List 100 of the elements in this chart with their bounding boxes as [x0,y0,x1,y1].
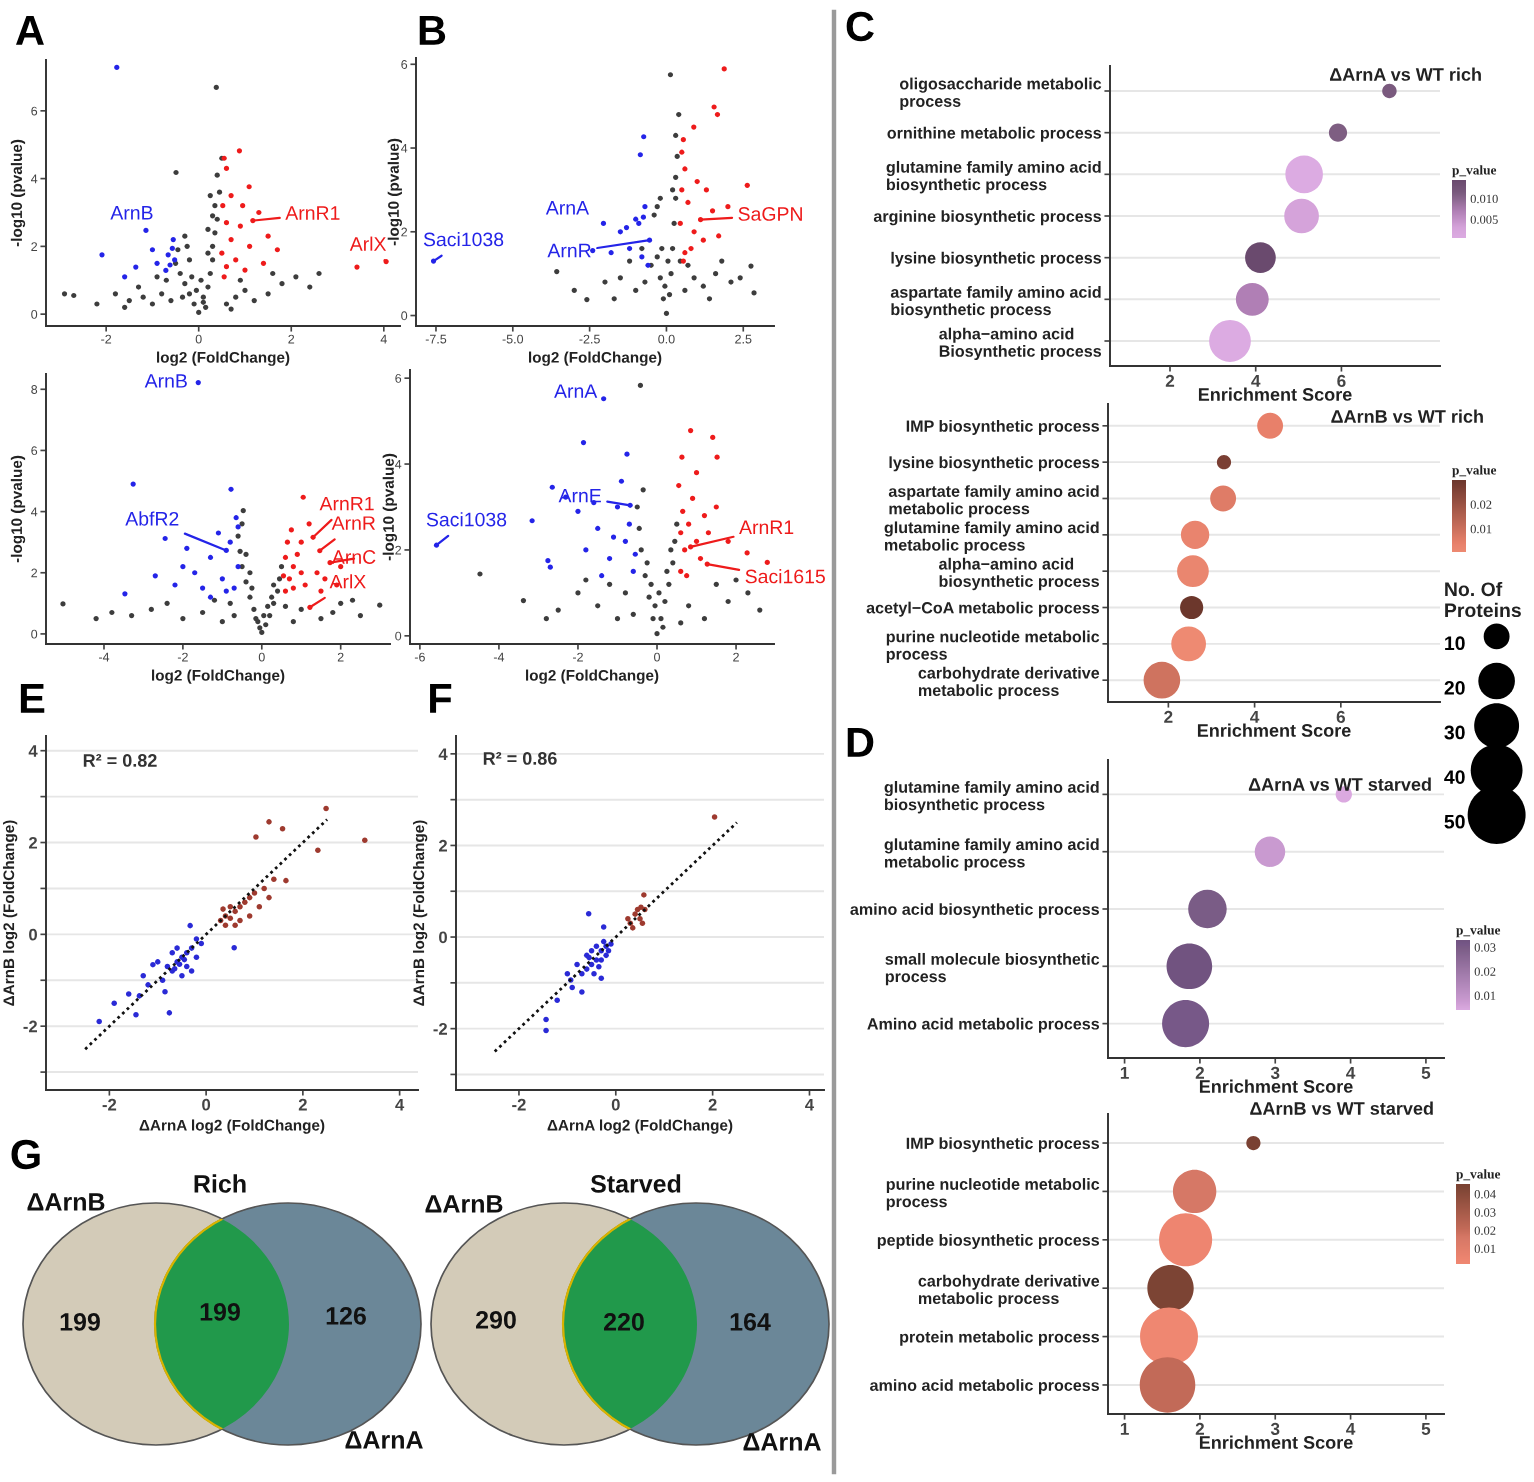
annotation: AbfR2 [125,511,179,526]
point [637,915,643,922]
point [630,568,636,575]
point [575,590,581,596]
y-tick-label: amino acid biosynthetic process [850,903,1100,919]
point [165,252,171,258]
point [584,297,590,303]
point [583,577,589,583]
point [641,134,647,140]
point [737,275,743,281]
category-label: ΔArnB [27,1193,105,1211]
point [207,192,213,199]
point [656,590,662,596]
point [71,292,77,299]
point [670,560,676,566]
point [626,258,633,264]
point [598,957,605,963]
point [745,590,751,596]
x-tick-label: 3 [1270,1066,1280,1080]
text: E [20,684,45,713]
annotation: ArnA [545,201,590,215]
point [477,571,483,577]
x-tick-label: 4 [805,1098,815,1111]
point [641,892,647,898]
point [154,959,161,965]
point [614,504,621,510]
point [140,294,146,300]
point [175,247,181,253]
point [228,306,234,312]
point [207,554,214,561]
x-tick-label: 4 [1251,374,1261,387]
point [636,220,642,226]
point [574,961,580,968]
point [109,609,115,616]
point [114,64,120,71]
point [633,287,639,293]
point [606,581,613,587]
point [580,439,587,446]
point [608,941,614,947]
point [94,301,100,307]
point [278,564,285,570]
point [571,287,577,293]
point [547,564,553,570]
point [195,379,201,386]
point [600,924,607,930]
point [227,915,234,922]
point [674,521,680,527]
y-tick-label: -2 [23,1020,37,1033]
point [595,603,601,609]
x-axis-title: Enrichment Score [1197,723,1351,737]
point [673,195,679,201]
point [232,922,238,928]
data-label: 290 [476,1311,516,1329]
point [713,581,719,587]
point [338,564,344,570]
point [237,904,243,910]
point [658,616,664,622]
annotation: Saci1038 [423,232,504,247]
x-tick-label: 0 [202,1098,211,1111]
point [215,530,221,536]
point [638,547,644,553]
point [251,890,258,896]
point [168,297,174,304]
point [240,508,246,514]
point [659,245,665,252]
point [725,538,731,544]
point [188,968,195,974]
point [714,454,720,460]
point [689,495,696,502]
point [600,220,607,226]
x-tick-label: 5 [1421,1422,1431,1435]
point [242,267,248,273]
point [133,1011,139,1018]
point [686,521,692,527]
text: A [15,16,44,45]
point [251,606,257,613]
text: Starved [590,1174,681,1193]
point [634,504,640,510]
point [700,283,706,289]
point [549,484,555,490]
point [96,1018,102,1025]
point [617,229,623,235]
point [618,478,625,484]
point [219,619,225,625]
point [601,396,607,402]
point [703,187,709,193]
point [543,1016,549,1023]
point [231,585,237,591]
y-tick-label: lysine biosynthetic process [889,456,1100,472]
point [555,607,561,613]
y-tick-label: glutamine family amino acid biosynthetic process [884,781,1099,814]
point [625,915,631,922]
data-label: 164 [730,1313,771,1331]
point [764,559,770,565]
y-tick-label: 2 [28,836,37,849]
point [284,539,291,545]
y-tick-label: 4 [438,748,448,760]
y-tick-label: amino acid metabolic process [870,1379,1100,1395]
point [213,84,219,91]
point [227,539,233,545]
